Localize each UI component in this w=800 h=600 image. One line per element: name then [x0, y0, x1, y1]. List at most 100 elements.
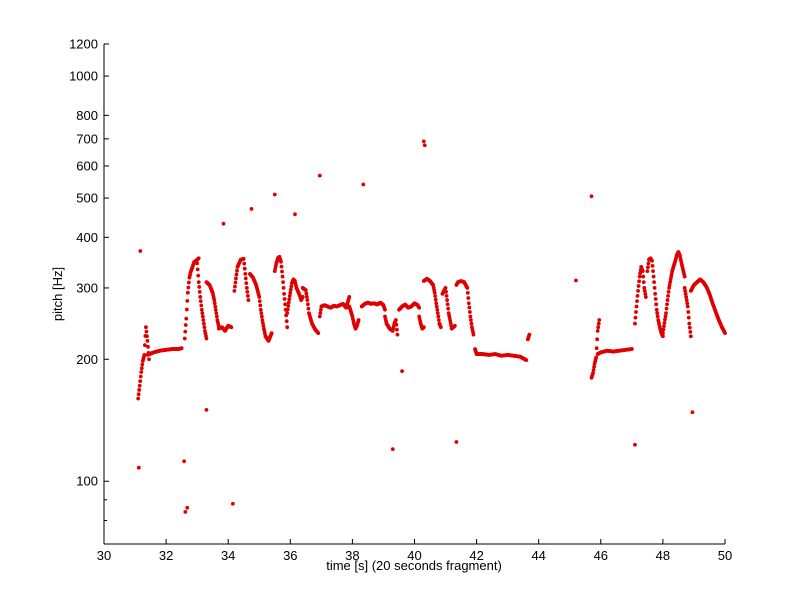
x-tick-label: 46	[594, 548, 608, 563]
pitch-point	[272, 192, 277, 197]
pitch-point	[434, 304, 439, 309]
pitch-point	[258, 303, 263, 308]
pitch-point	[261, 323, 266, 328]
pitch-point	[234, 272, 239, 277]
pitch-point	[145, 339, 150, 343]
pitch-point	[469, 318, 473, 322]
y-tick-label: 1200	[69, 37, 98, 52]
pitch-point	[195, 261, 200, 266]
pitch-point	[234, 276, 238, 281]
pitch-point	[591, 367, 596, 372]
pitch-point	[361, 182, 366, 187]
pitch-point	[468, 314, 473, 319]
pitch-point	[257, 295, 262, 299]
pitch-point	[306, 306, 311, 311]
pitch-point	[139, 370, 144, 374]
pitch-point	[688, 330, 693, 334]
pitch-point	[395, 327, 399, 332]
x-axis-label: time [s] (20 seconds fragment)	[326, 558, 502, 573]
pitch-point	[421, 325, 426, 330]
y-tick-label: 700	[76, 131, 98, 146]
pitch-point	[467, 305, 472, 310]
pitch-point	[454, 440, 459, 444]
pitch-point	[259, 311, 264, 316]
pitch-point	[356, 318, 361, 322]
pitch-point	[467, 310, 472, 314]
pitch-point	[655, 311, 660, 316]
pitch-point	[184, 316, 189, 321]
pitch-point	[637, 274, 642, 279]
pitch-point	[140, 362, 145, 367]
pitch-point	[242, 266, 247, 271]
pitch-point	[629, 347, 634, 351]
pitch-point	[257, 299, 262, 304]
y-tick-label: 500	[76, 191, 98, 206]
plot-area	[104, 44, 725, 544]
pitch-point	[446, 306, 451, 311]
pitch-point	[634, 304, 639, 309]
pitch-point	[433, 297, 438, 302]
y-tick-label: 300	[76, 280, 98, 295]
pitch-point	[138, 249, 143, 253]
pitch-point	[281, 286, 286, 290]
pitch-point	[245, 294, 250, 298]
pitch-point	[288, 290, 293, 295]
pitch-point	[233, 280, 238, 285]
pitch-point	[197, 289, 202, 294]
pitch-point	[646, 261, 651, 266]
pitch-point	[198, 295, 203, 299]
pitch-point	[145, 334, 149, 339]
pitch-point	[186, 280, 191, 285]
pitch-point	[666, 289, 671, 294]
pitch-point	[179, 346, 184, 351]
pitch-point	[643, 295, 648, 299]
pitch-point	[199, 303, 204, 308]
pitch-point	[243, 271, 248, 276]
pitch-point	[682, 286, 687, 290]
pitch-point	[666, 294, 670, 298]
pitch-point	[183, 510, 188, 514]
pitch-point	[589, 194, 594, 199]
pitch-point	[304, 294, 309, 299]
pitch-point	[723, 331, 727, 336]
y-tick-label: 400	[76, 230, 98, 245]
pitch-point	[259, 314, 264, 319]
pitch-point	[244, 286, 249, 290]
pitch-point	[279, 259, 283, 264]
pitch-point	[287, 297, 292, 302]
pitch-point	[136, 465, 141, 470]
pitch-point	[200, 311, 205, 316]
pitch-point	[652, 280, 656, 285]
pitch-point	[641, 274, 646, 279]
pitch-point	[317, 314, 322, 319]
pitch-point	[281, 280, 285, 285]
pitch-point	[142, 343, 147, 348]
pitch-point	[471, 332, 476, 337]
pitch-point	[594, 355, 599, 360]
pitch-point	[444, 294, 449, 298]
pitch-point	[636, 288, 640, 293]
pitch-point	[304, 291, 309, 296]
pitch-point	[642, 288, 647, 293]
pitch-point	[643, 292, 648, 296]
pitch-point	[640, 269, 645, 274]
x-tick-label: 44	[531, 548, 545, 563]
pitch-point	[282, 292, 286, 296]
pitch-point	[667, 286, 672, 290]
pitch-point	[260, 320, 265, 325]
pitch-point	[137, 388, 142, 392]
x-tick-label: 32	[159, 548, 173, 563]
pitch-point	[282, 297, 287, 301]
pitch-point	[400, 369, 404, 373]
pitch-point	[285, 307, 290, 312]
pitch-point	[229, 325, 234, 330]
pitch-point	[667, 283, 672, 287]
pitch-point	[654, 302, 659, 307]
pitch-point	[183, 323, 188, 327]
pitch-point	[665, 298, 670, 302]
pitch-point	[185, 505, 190, 510]
pitch-point	[196, 273, 201, 278]
pitch-point	[421, 139, 426, 144]
pitch-point	[645, 269, 650, 274]
